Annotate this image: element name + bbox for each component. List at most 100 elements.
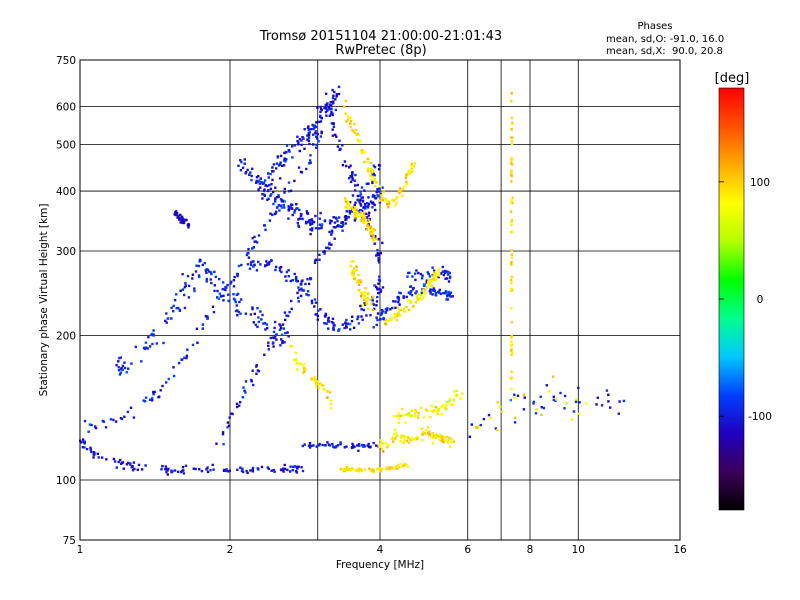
data-point	[295, 359, 298, 362]
data-point	[250, 380, 253, 383]
data-point	[351, 442, 354, 446]
data-point	[255, 364, 258, 367]
data-point	[132, 416, 136, 419]
data-point	[165, 321, 168, 324]
data-point	[381, 199, 384, 202]
data-point	[439, 292, 442, 296]
data-point	[305, 293, 308, 296]
y-tick-label: 100	[56, 475, 76, 487]
data-point	[417, 292, 420, 296]
data-point	[267, 172, 270, 175]
data-point	[240, 160, 243, 164]
data-point	[398, 303, 401, 306]
data-point	[510, 262, 513, 265]
data-point	[399, 308, 403, 311]
data-point	[377, 257, 380, 260]
data-point	[609, 406, 612, 409]
data-point	[291, 213, 294, 217]
data-point	[182, 221, 186, 224]
data-point	[359, 204, 363, 207]
data-point	[267, 341, 270, 344]
data-point	[320, 131, 323, 135]
data-point	[346, 203, 349, 206]
data-point	[127, 367, 130, 370]
data-point	[429, 292, 432, 295]
data-point	[510, 349, 513, 352]
data-point	[277, 194, 280, 197]
data-point	[328, 230, 331, 234]
data-point	[309, 232, 312, 236]
data-point	[510, 249, 513, 252]
data-point	[308, 441, 312, 445]
data-point	[238, 404, 241, 407]
data-point	[532, 400, 536, 404]
data-point	[366, 169, 370, 173]
data-point	[337, 329, 340, 332]
data-point	[381, 442, 384, 445]
data-point	[132, 461, 136, 464]
data-point	[444, 269, 447, 273]
data-point	[432, 410, 435, 413]
data-point	[331, 112, 334, 115]
data-point	[353, 131, 357, 135]
data-point	[293, 272, 296, 276]
data-point	[394, 204, 397, 207]
data-point	[403, 184, 406, 188]
data-point	[283, 200, 287, 203]
data-point	[405, 180, 408, 184]
data-point	[349, 207, 352, 211]
data-point	[354, 128, 358, 132]
data-point	[411, 170, 414, 173]
data-point	[446, 273, 450, 276]
data-point	[251, 307, 254, 311]
data-point	[350, 120, 353, 123]
data-point	[216, 296, 219, 299]
data-point	[269, 212, 272, 215]
data-point	[375, 316, 378, 319]
data-point	[235, 402, 239, 406]
data-point	[330, 104, 333, 107]
data-point	[440, 439, 443, 442]
data-point	[359, 203, 362, 206]
data-point	[123, 415, 126, 418]
data-point	[96, 452, 99, 455]
data-point	[352, 260, 355, 263]
data-point	[330, 229, 334, 232]
data-point	[252, 260, 255, 263]
data-point	[323, 388, 326, 392]
data-point	[448, 271, 451, 275]
data-point	[433, 271, 436, 274]
data-point	[225, 468, 228, 471]
data-point	[283, 206, 286, 209]
data-point	[284, 331, 287, 335]
data-point	[449, 275, 452, 278]
y-tick-label: 400	[56, 186, 76, 198]
data-point	[317, 380, 320, 383]
data-point	[181, 220, 184, 223]
data-point	[336, 444, 340, 447]
data-point	[85, 447, 89, 451]
data-point	[82, 440, 85, 444]
data-point	[284, 318, 287, 322]
data-point	[398, 291, 401, 294]
data-point	[403, 435, 406, 438]
data-point	[510, 343, 513, 346]
data-point	[350, 446, 354, 449]
data-point	[333, 221, 337, 224]
data-point	[329, 402, 332, 406]
data-point	[92, 451, 96, 454]
data-point	[372, 295, 375, 298]
data-point	[309, 228, 312, 231]
data-point	[439, 272, 442, 275]
colorbar-tick-label: 0	[757, 294, 764, 306]
data-point	[278, 209, 281, 212]
data-point	[336, 145, 340, 148]
data-point	[255, 372, 258, 375]
data-point	[152, 390, 155, 394]
data-point	[349, 180, 353, 183]
data-point	[277, 204, 281, 207]
data-point	[368, 211, 371, 214]
data-point	[360, 470, 364, 473]
data-point	[397, 311, 400, 314]
data-point	[260, 318, 263, 321]
